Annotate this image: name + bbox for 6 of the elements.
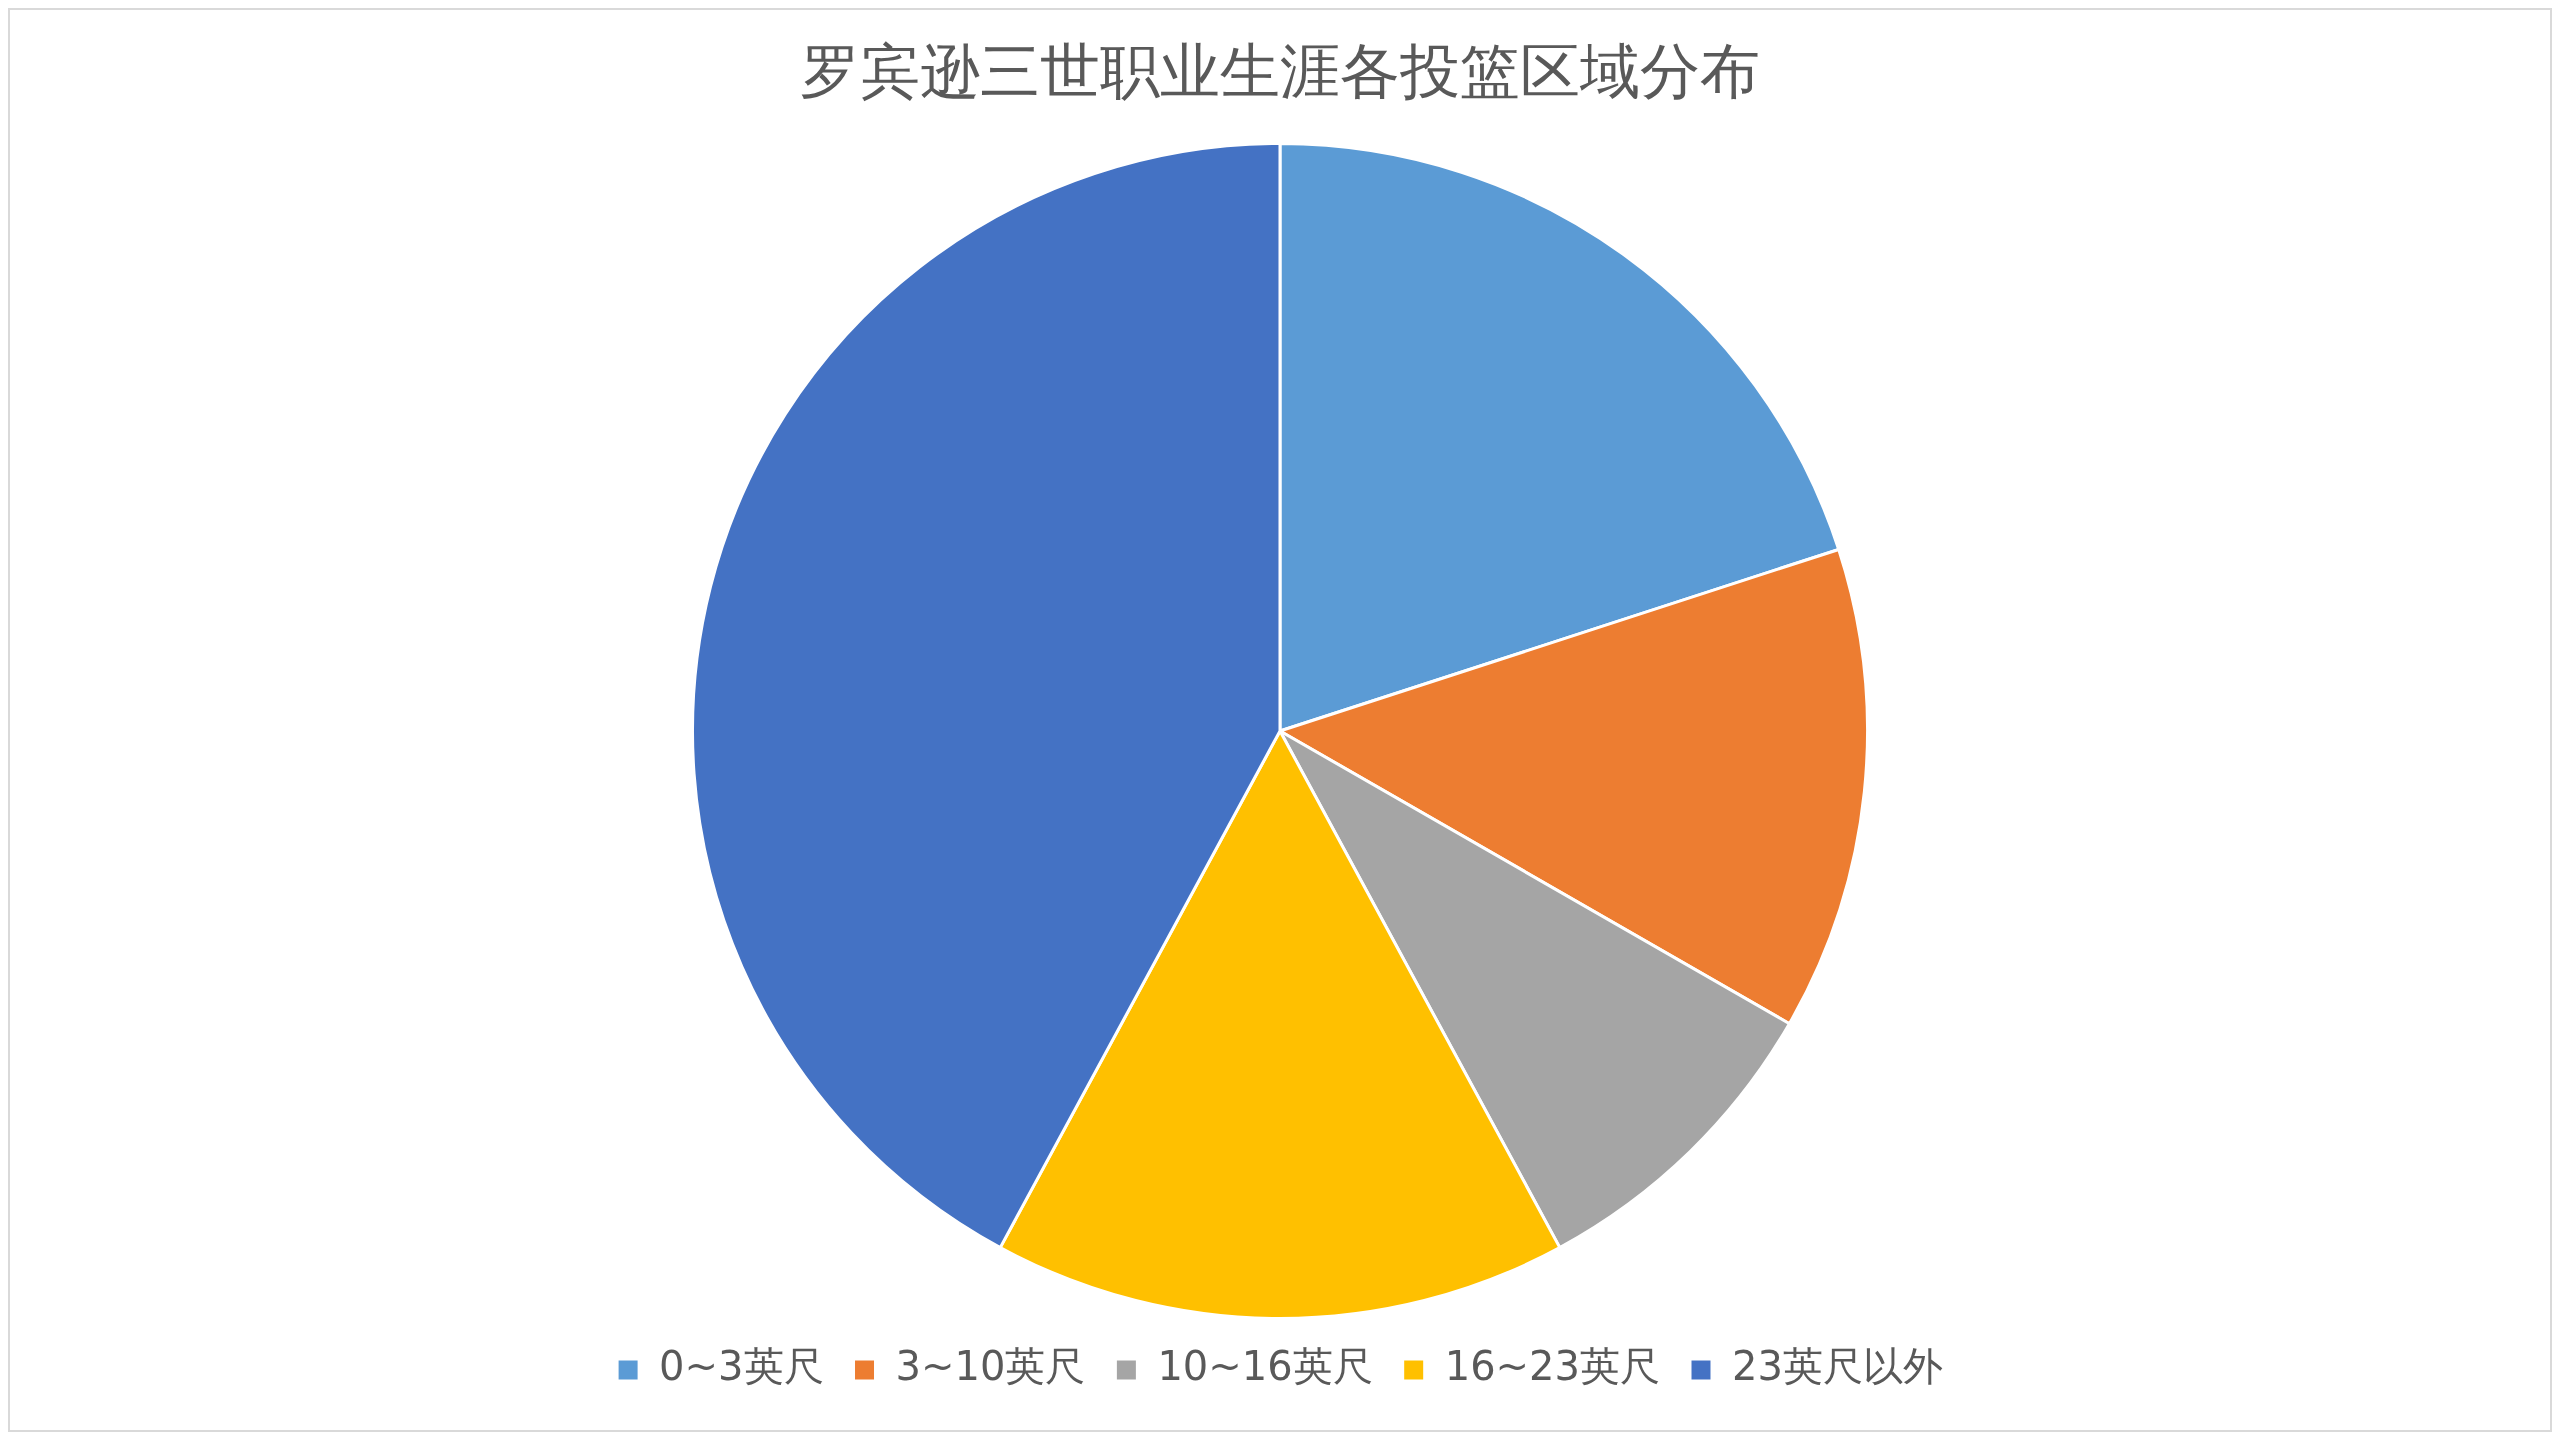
legend-label: 10~16英尺 [1157,1343,1373,1390]
legend-label: 0~3英尺 [659,1343,824,1390]
legend-label: 16~23英尺 [1444,1343,1660,1390]
chart-title: 罗宾逊三世职业生涯各投篮区域分布 [800,35,1760,106]
legend-label: 3~10英尺 [895,1343,1086,1390]
legend-label: 23英尺以外 [1732,1343,1943,1390]
